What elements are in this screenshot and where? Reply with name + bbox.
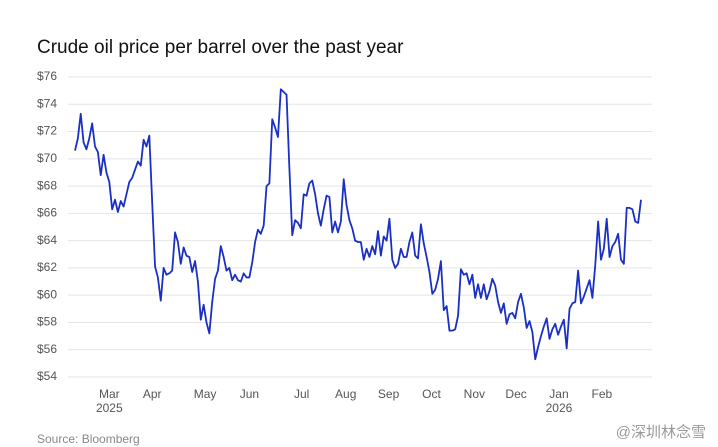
x-tick-label: Dec <box>505 387 526 401</box>
x-year-label: 2026 <box>546 401 573 415</box>
x-tick-label: Aug <box>335 387 356 401</box>
x-tick-label: May <box>194 387 217 401</box>
x-tick-label: Oct <box>422 387 441 401</box>
x-tick-label: Jun <box>240 387 259 401</box>
y-tick-label: $64 <box>37 233 57 247</box>
y-tick-label: $74 <box>37 96 57 110</box>
x-tick-label: Apr <box>143 387 162 401</box>
y-tick-label: $56 <box>37 342 57 356</box>
x-tick-label: Mar <box>99 387 120 401</box>
y-tick-label: $58 <box>37 315 57 329</box>
x-tick-label: Nov <box>464 387 485 401</box>
y-tick-label: $54 <box>37 369 57 383</box>
y-tick-label: $66 <box>37 206 57 220</box>
x-tick-label: Jan <box>549 387 568 401</box>
x-tick-label: Feb <box>591 387 612 401</box>
line <box>74 88 642 361</box>
x-tick-label: Jul <box>294 387 309 401</box>
y-tick-label: $62 <box>37 260 57 274</box>
watermark: @深圳林念雪 <box>616 423 706 441</box>
y-tick-label: $68 <box>37 178 57 192</box>
y-tick-label: $70 <box>37 151 57 165</box>
y-tick-label: $60 <box>37 287 57 301</box>
x-year-label: 2025 <box>96 401 123 415</box>
y-tick-label: $72 <box>37 124 57 138</box>
source: Source: Bloomberg <box>37 432 140 446</box>
x-tick-label: Sep <box>378 387 400 401</box>
chart-title: Crude oil price per barrel over the past… <box>37 37 404 58</box>
y-tick-label: $76 <box>37 69 57 83</box>
